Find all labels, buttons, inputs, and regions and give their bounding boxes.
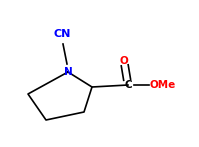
Text: OMe: OMe: [150, 80, 176, 90]
Text: O: O: [120, 56, 128, 66]
Text: CN: CN: [53, 29, 71, 39]
Text: N: N: [64, 67, 72, 77]
Text: C: C: [124, 80, 132, 90]
